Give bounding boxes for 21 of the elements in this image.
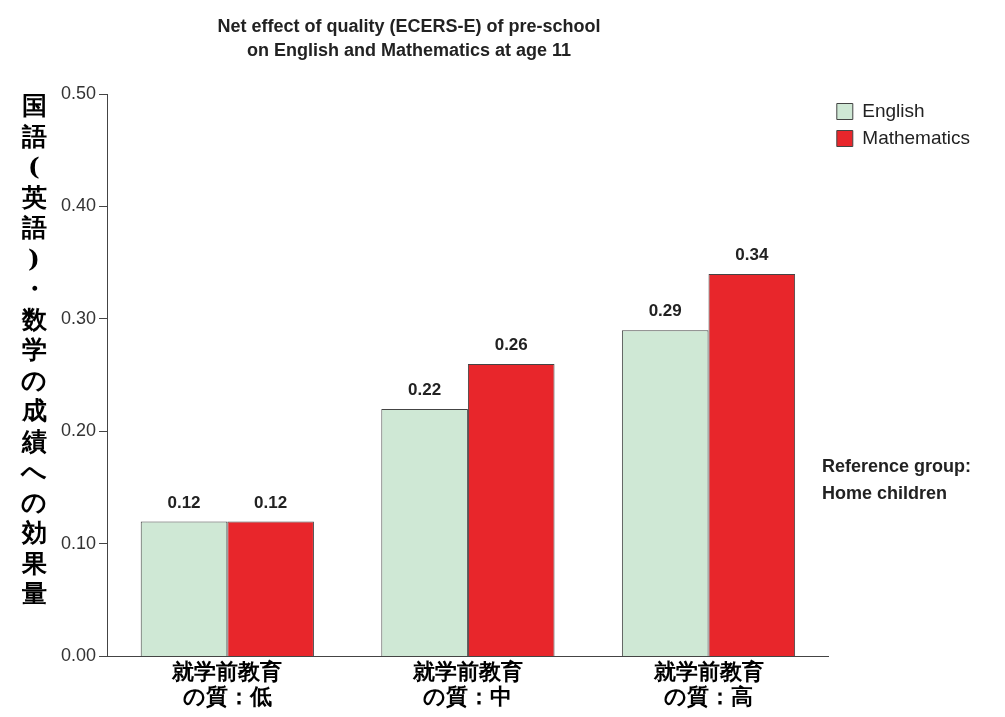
legend-label: English (862, 99, 925, 121)
y-tick-label: 0.30 (60, 307, 97, 328)
annotation: Reference group: Home children (822, 455, 972, 503)
y-tick-label: 0.20 (60, 420, 97, 441)
legend-label: Mathematics (862, 126, 970, 148)
y-tick-label: 0.00 (60, 645, 97, 666)
y-tick-label: 0.40 (60, 195, 97, 216)
x-tick-label: 就学前教育の質：低 (171, 657, 283, 710)
data-label: 0.22 (408, 380, 442, 400)
data-label: 0.12 (167, 492, 201, 512)
text: 国語(英語)・数学の成績への効果量 (21, 91, 47, 608)
y-tick-label: 0.50 (60, 82, 97, 103)
x-tick-label: 就学前教育の質：中 (411, 657, 523, 710)
data-label: 0.12 (254, 492, 288, 512)
y-tick-label: 0.10 (60, 532, 97, 553)
data-label: 0.26 (494, 335, 528, 355)
data-label: 0.29 (648, 301, 682, 321)
text: on English and Mathematics at age 11 (246, 40, 572, 60)
text: Net effect of quality (ECERS-E) of pre-school (217, 16, 601, 36)
data-label: 0.34 (735, 245, 769, 265)
x-tick-label: 就学前教育の質：高 (652, 657, 764, 710)
